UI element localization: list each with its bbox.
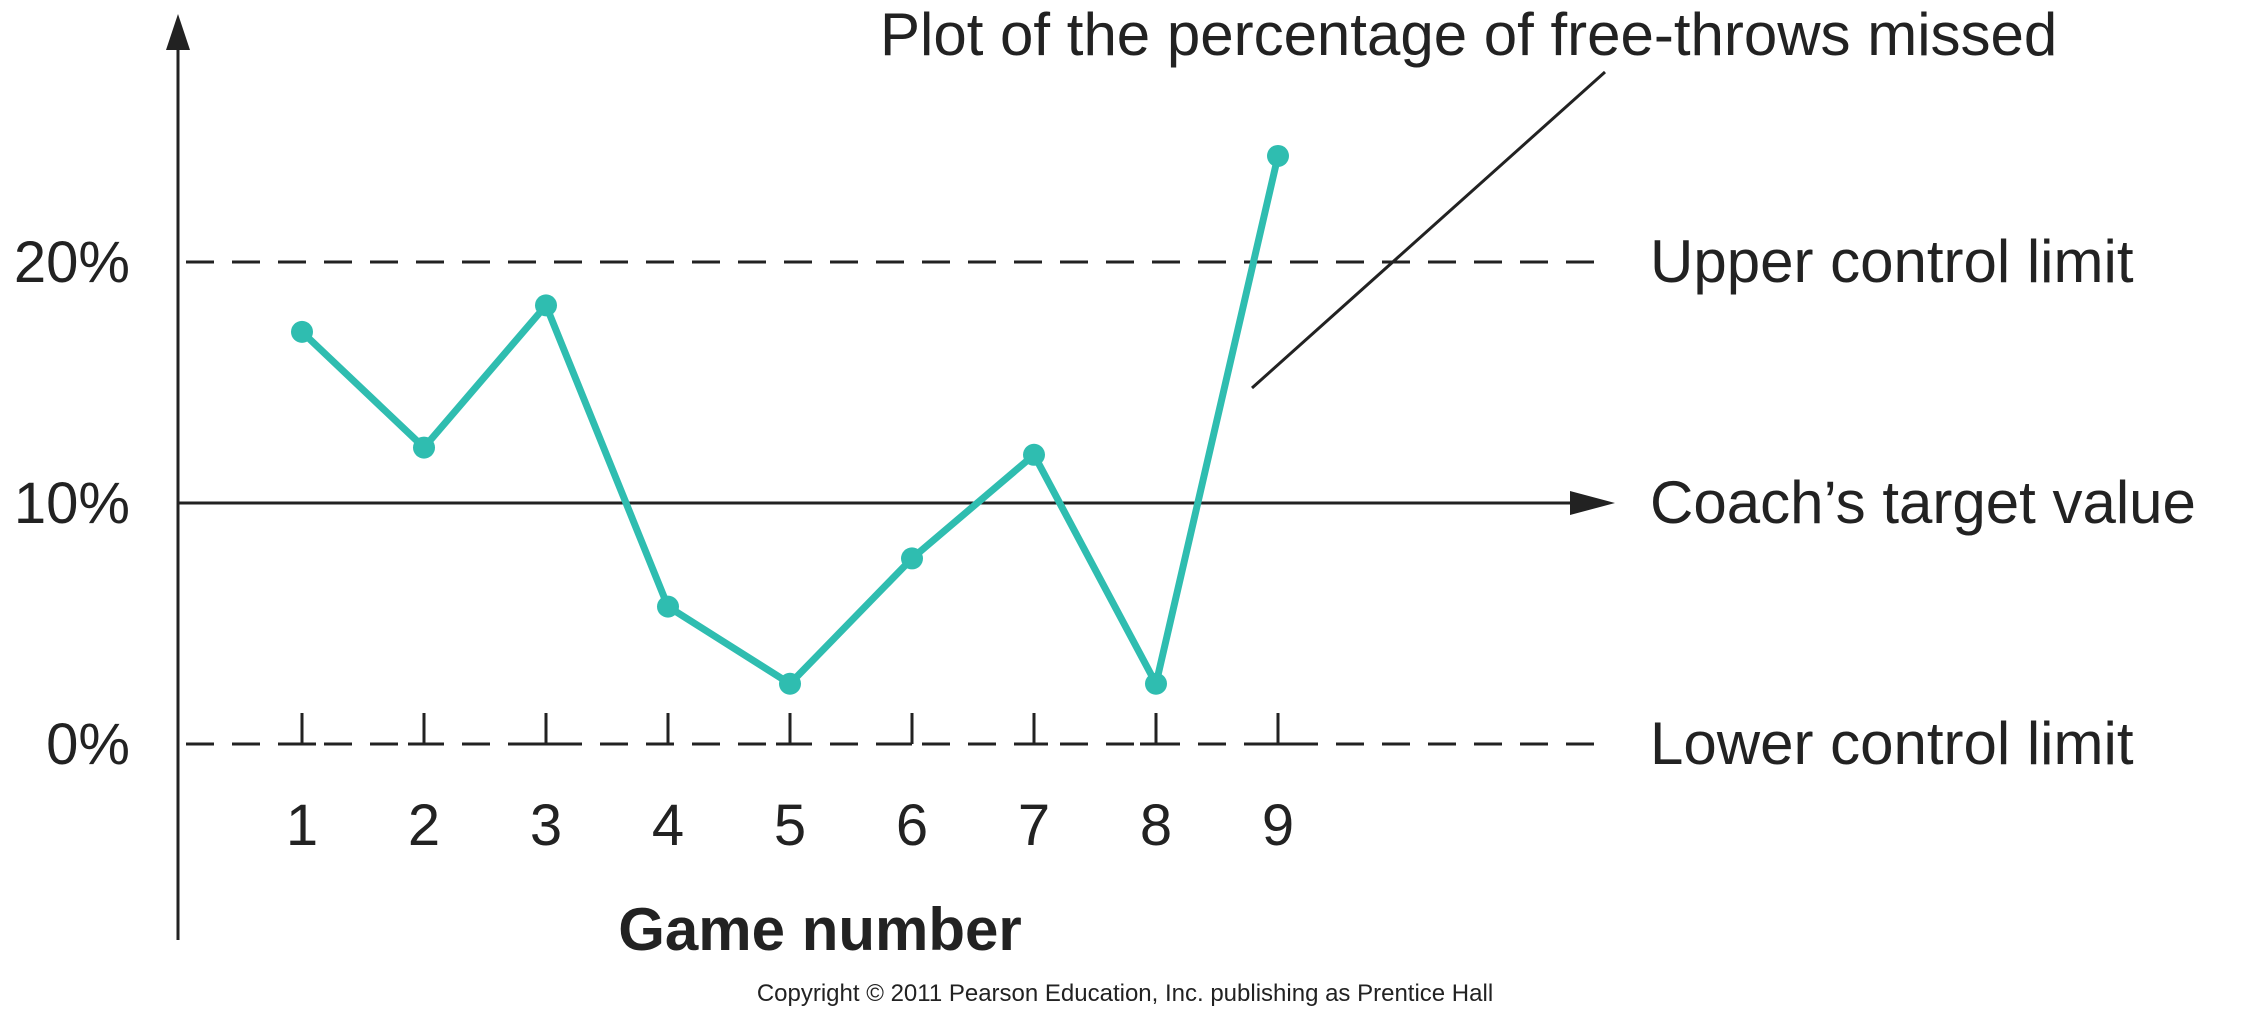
data-point bbox=[779, 672, 801, 695]
x-tick-mark bbox=[652, 713, 670, 746]
x-tick-mark bbox=[532, 713, 560, 746]
series-group bbox=[291, 144, 1289, 695]
lower-control-limit-label: Lower control limit bbox=[1650, 710, 2134, 777]
target-value-arrowhead bbox=[1570, 491, 1615, 515]
y-axis-arrowhead bbox=[166, 14, 190, 50]
x-tick-label: 5 bbox=[774, 793, 806, 858]
x-tick-label: 1 bbox=[286, 793, 318, 858]
y-tick-label-20: 20% bbox=[14, 230, 130, 295]
data-point bbox=[291, 320, 313, 343]
annotation-pointer-line bbox=[1250, 70, 1607, 390]
copyright-notice: Copyright © 2011 Pearson Education, Inc.… bbox=[757, 980, 1493, 1007]
x-tick-mark bbox=[288, 713, 316, 746]
data-point bbox=[1023, 443, 1045, 466]
x-tick-label: 3 bbox=[530, 793, 562, 858]
x-tick-mark bbox=[1140, 713, 1158, 746]
x-tick-label: 6 bbox=[896, 793, 928, 858]
plot-annotation: Plot of the percentage of free-throws mi… bbox=[880, 1, 2057, 68]
target-value-label: Coach’s target value bbox=[1650, 469, 2196, 536]
data-point bbox=[901, 547, 923, 570]
x-tick-marks bbox=[288, 713, 1292, 746]
data-point bbox=[657, 595, 679, 618]
data-point bbox=[1145, 672, 1167, 695]
x-tick-mark bbox=[1020, 713, 1048, 746]
data-point bbox=[1267, 144, 1289, 167]
data-point bbox=[413, 436, 435, 459]
series-line bbox=[298, 152, 1282, 688]
y-tick-label-10: 10% bbox=[14, 471, 130, 536]
data-point bbox=[535, 294, 557, 317]
y-tick-label-0: 0% bbox=[46, 712, 130, 777]
x-tick-label: 9 bbox=[1262, 793, 1294, 858]
x-tick-label: 2 bbox=[408, 793, 440, 858]
x-tick-labels: 1 2 3 4 5 6 7 8 9 bbox=[286, 793, 1294, 858]
x-tick-mark bbox=[776, 713, 804, 746]
x-tick-label: 8 bbox=[1140, 793, 1172, 858]
x-tick-mark bbox=[896, 713, 914, 746]
x-tick-label: 7 bbox=[1018, 793, 1050, 858]
upper-control-limit-label: Upper control limit bbox=[1650, 228, 2134, 295]
x-tick-mark bbox=[408, 713, 426, 746]
x-axis-label: Game number bbox=[618, 896, 1021, 963]
x-tick-mark bbox=[1264, 713, 1292, 746]
x-tick-label: 4 bbox=[652, 793, 684, 858]
